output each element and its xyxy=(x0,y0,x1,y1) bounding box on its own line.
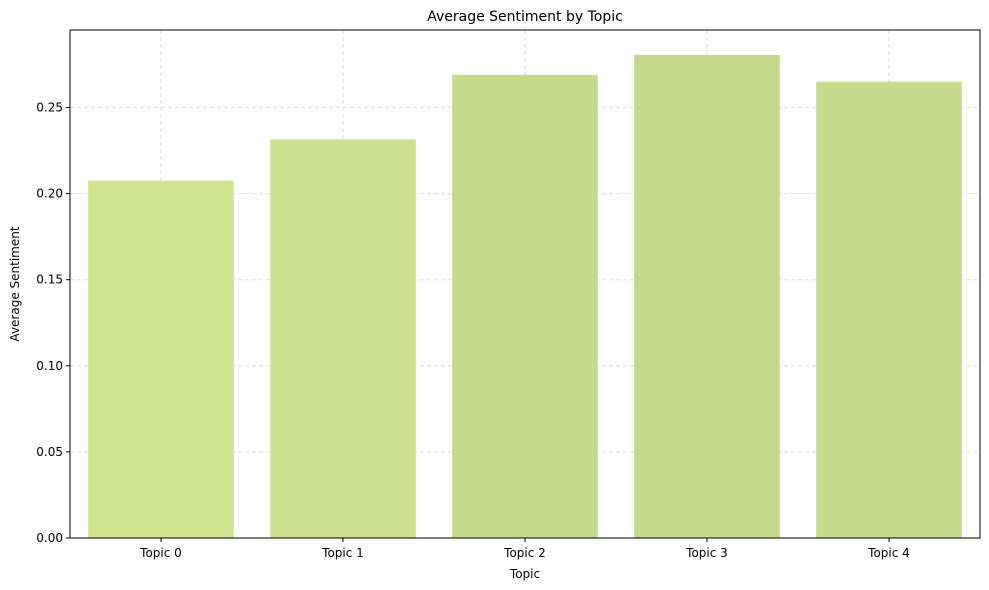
y-tick-label: 0.10 xyxy=(36,359,63,373)
x-axis-label: Topic xyxy=(509,567,540,581)
chart-title: Average Sentiment by Topic xyxy=(427,9,623,25)
bar-topic-1 xyxy=(270,139,416,538)
x-tick-label: Topic 0 xyxy=(139,546,182,560)
bar-topic-4 xyxy=(816,81,962,539)
bar-topic-3 xyxy=(634,54,780,539)
y-axis-label: Average Sentiment xyxy=(8,226,22,341)
x-tick-label: Topic 4 xyxy=(867,546,910,560)
y-tick-label: 0.25 xyxy=(36,100,63,114)
x-tick-label: Topic 2 xyxy=(503,546,546,560)
y-tick-label: 0.20 xyxy=(36,187,63,201)
y-tick-label: 0.05 xyxy=(36,445,63,459)
bar-layer xyxy=(88,54,962,539)
tick-layer: 0.00 0.05 0.10 0.15 0.20 0.25 Topic 0 Topic 1 To… xyxy=(36,100,910,560)
bar-topic-2 xyxy=(452,74,598,538)
bar-topic-0 xyxy=(88,180,234,538)
y-tick-label: 0.00 xyxy=(36,531,63,545)
x-tick-label: Topic 1 xyxy=(321,546,364,560)
x-tick-label: Topic 3 xyxy=(685,546,728,560)
y-tick-label: 0.15 xyxy=(36,273,63,287)
plot-frame xyxy=(69,29,981,539)
